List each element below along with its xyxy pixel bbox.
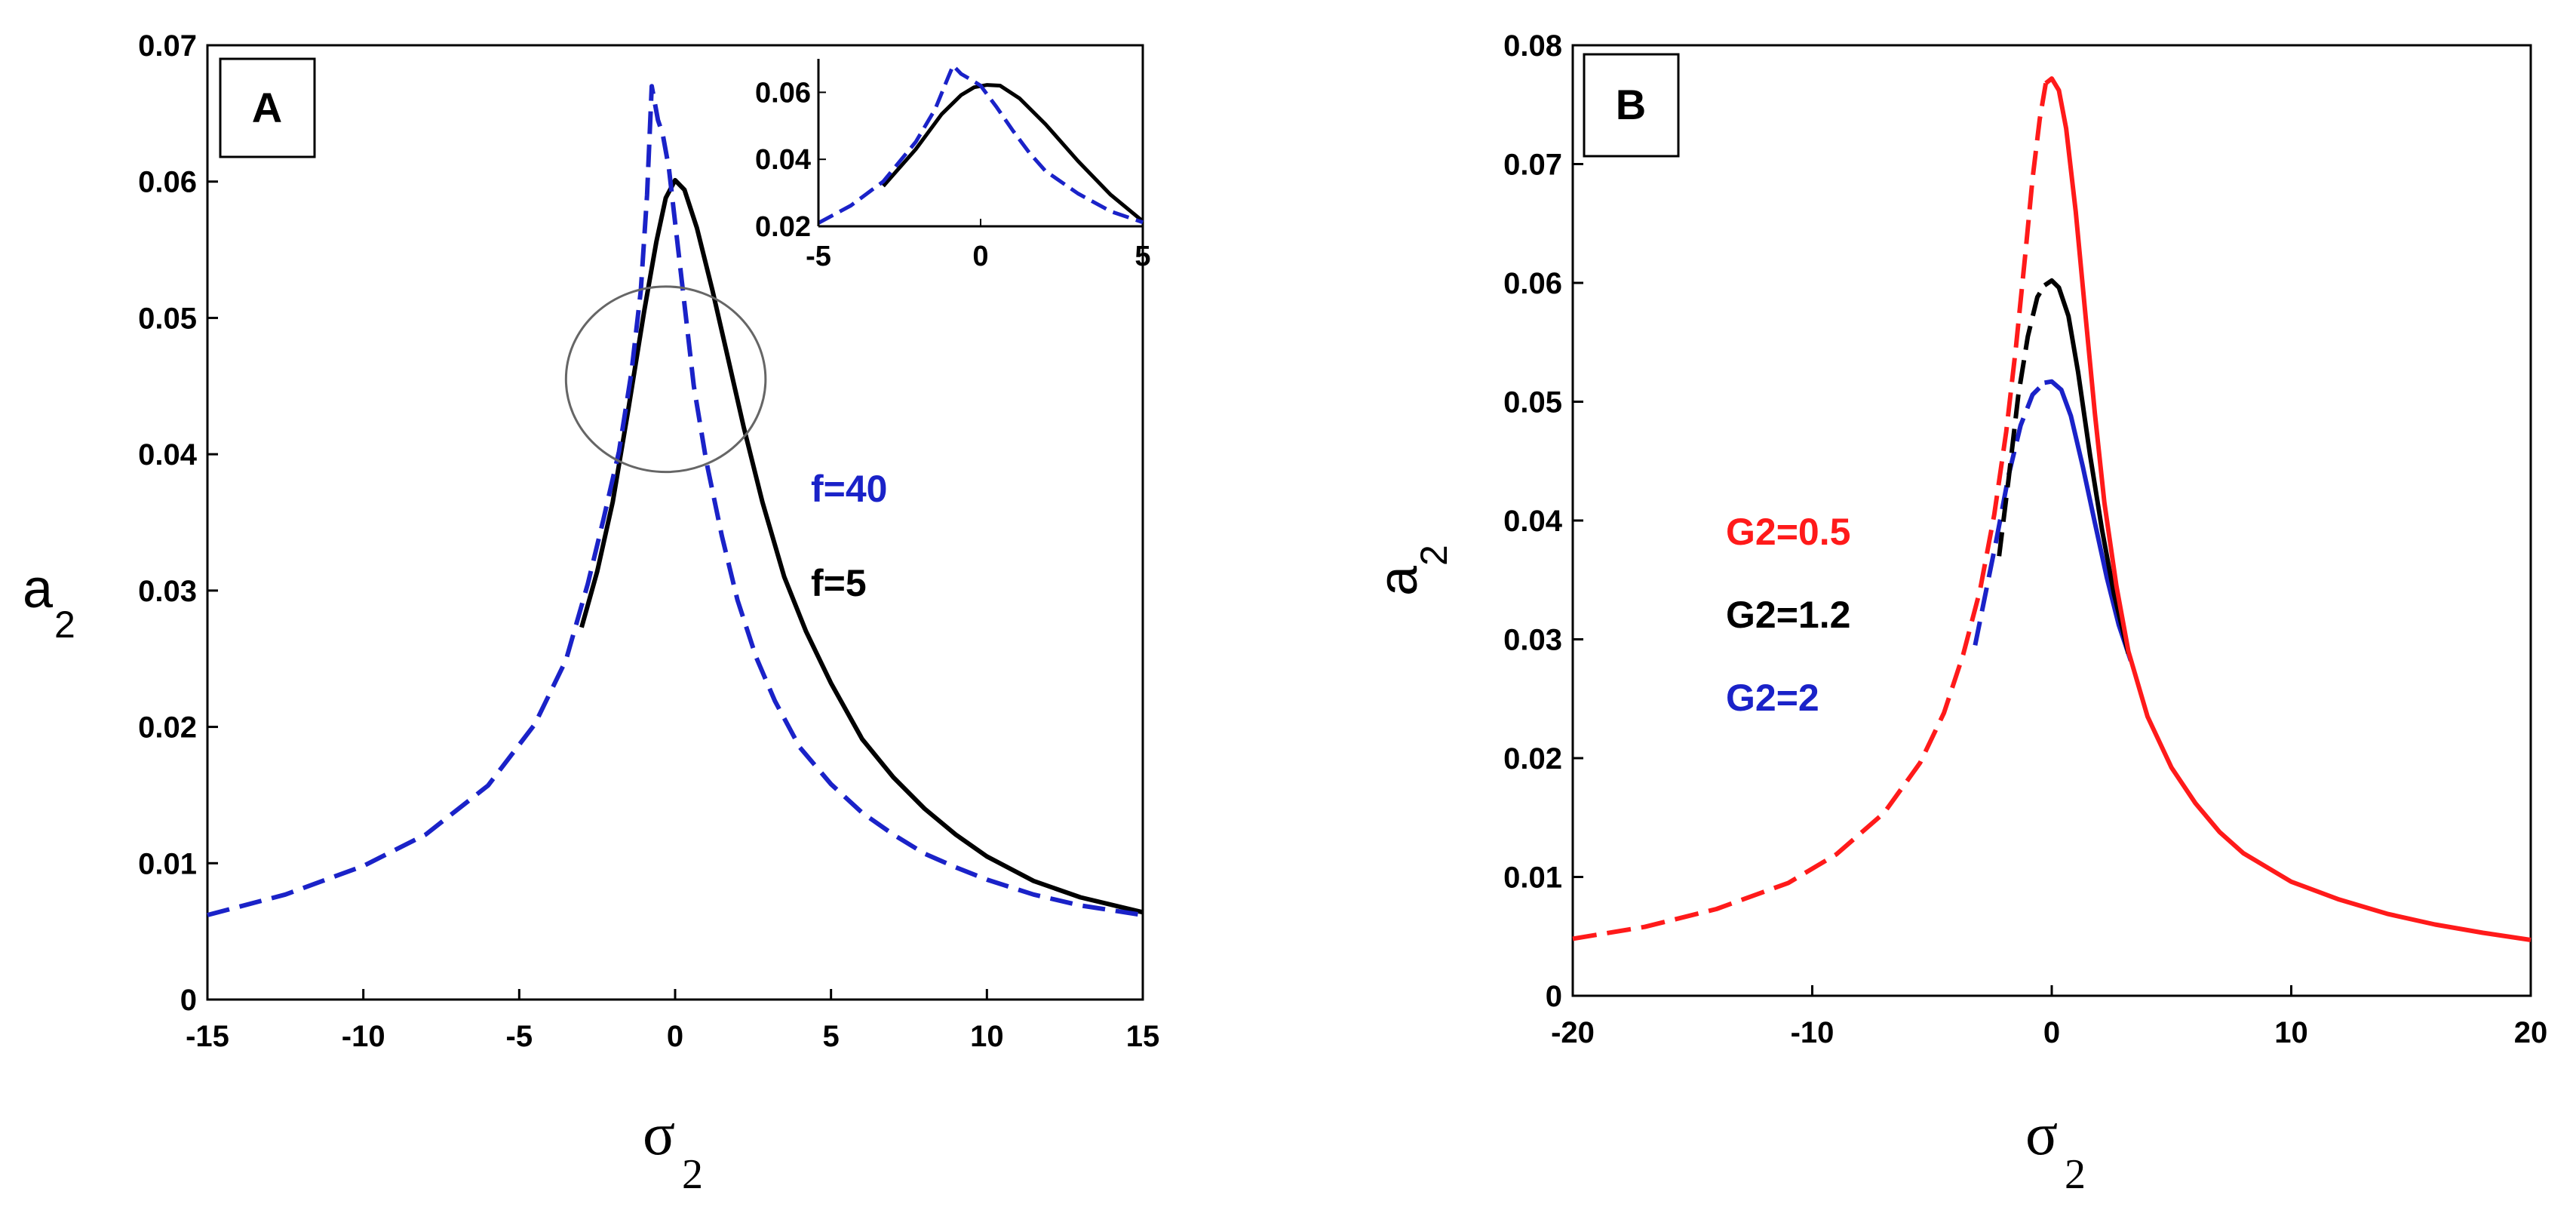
legend-g2-05: G2=0.5 [1726, 511, 1850, 553]
panel-b-xtick-label: 20 [2514, 1016, 2548, 1049]
panel-a-xtick-label: -10 [342, 1020, 385, 1053]
panel-b-xtick-label: 10 [2274, 1016, 2308, 1049]
panel-b-y-label-sub: 2 [1413, 545, 1455, 566]
legend-g2-12: G2=1.2 [1726, 594, 1850, 636]
panel-a-y-ticks: 0 0.01 0.02 0.03 0.04 0.05 0.06 0.07 [138, 29, 218, 1017]
panel-a-ytick-label: 0.07 [138, 29, 197, 63]
panel-a-ytick-label: 0.06 [138, 166, 197, 199]
inset-xtick-label: 0 [972, 241, 988, 272]
panel-b-chart: 0 0.01 0.02 0.03 0.04 0.05 0.06 0.07 0.08 -20 -10… [1368, 29, 2547, 1198]
panel-a-ytick-label: 0.04 [138, 438, 198, 471]
panel-a-x-label: σ 2 [643, 1101, 703, 1198]
panel-b-xtick-label: 0 [2043, 1016, 2060, 1049]
panel-a-xtick-label: 15 [1126, 1020, 1160, 1053]
panel-a-ytick-label: 0.02 [138, 711, 197, 745]
inset-series-f-40 [817, 63, 1144, 225]
inset-y-ticks: 0.02 0.04 0.06 [755, 77, 826, 243]
inset-series-f-5 [882, 83, 1144, 223]
panel-a-inset: 0.02 0.04 0.06 -5 0 5 [755, 59, 1151, 272]
panel-b-series-g2-0-5 [1572, 82, 2049, 941]
panel-a-highlight-circle [564, 285, 767, 474]
inset-x-ticks: -5 0 5 [806, 219, 1151, 272]
panel-a-series [207, 84, 1144, 917]
legend-f40: f=40 [811, 468, 887, 510]
panel-a-xtick-label: -15 [186, 1020, 229, 1053]
panel-a-y-label-sub: 2 [54, 604, 75, 646]
panel-a-label: A [252, 84, 282, 131]
panel-b-ytick-label: 0.04 [1503, 505, 1563, 538]
panel-b-series-g2-2 [1973, 381, 2046, 646]
panel-a-axes-frame [206, 44, 1144, 1001]
legend-g2-2: G2=2 [1726, 677, 1819, 719]
inset-ytick-label: 0.06 [755, 77, 811, 109]
panel-b-ytick-label: 0.08 [1503, 29, 1562, 63]
panel-b-ytick-label: 0.05 [1503, 386, 1562, 419]
panel-b-y-label: a 2 [1368, 545, 1455, 596]
panel-b-label-box [1583, 53, 1680, 158]
panel-a-series-f-5 [579, 177, 1144, 915]
panel-b-xtick-label: -20 [1551, 1016, 1595, 1049]
panel-a-ytick-label: 0.01 [138, 847, 197, 880]
panel-b-series-g2-1-2-stable [2043, 278, 2131, 655]
panel-a-xtick-label: -5 [506, 1020, 533, 1053]
inset-xtick-label: -5 [806, 241, 831, 272]
panel-a-ytick-label: 0 [180, 984, 197, 1017]
panel-b-x-ticks: -20 -10 0 10 20 [1551, 985, 2547, 1049]
panel-b-xtick-label: -10 [1791, 1016, 1835, 1049]
panel-a-ytick-label: 0.03 [138, 575, 197, 608]
panel-b-series-g2-2-stable [2044, 379, 2133, 662]
panel-a-xtick-label: 0 [667, 1020, 683, 1053]
panel-a-y-label: a 2 [23, 559, 75, 646]
panel-b-ytick-label: 0.06 [1503, 267, 1562, 300]
panel-a-x-ticks: -15 -10 -5 0 5 10 15 [186, 989, 1159, 1053]
panel-a-y-label-main: a [23, 559, 54, 619]
panel-a-series-f-40 [207, 84, 1144, 917]
panel-b-y-ticks: 0 0.01 0.02 0.03 0.04 0.05 0.06 0.07 0.08 [1503, 29, 1583, 1013]
panel-b-y-label-main: a [1368, 565, 1429, 596]
panel-a-x-label-main: σ [643, 1101, 675, 1168]
inset-series [817, 63, 1144, 225]
panel-b-ytick-label: 0 [1546, 980, 1562, 1013]
inset-ytick-label: 0.04 [755, 144, 811, 176]
panel-b-series [1572, 76, 2531, 942]
panel-a-ytick-label: 0.05 [138, 302, 197, 335]
inset-xtick-label: 5 [1134, 241, 1150, 272]
panel-b-x-label-sub: 2 [2065, 1151, 2086, 1198]
panel-b-series-g2-0-5-stable [2044, 76, 2531, 942]
legend-f5: f=5 [811, 562, 867, 604]
inset-ytick-label: 0.02 [755, 211, 811, 243]
panel-b-series-g2-1-2 [1997, 284, 2047, 557]
panel-a-xtick-label: 5 [823, 1020, 840, 1053]
panel-a-x-label-sub: 2 [682, 1151, 703, 1198]
panel-b-axes-frame [1571, 44, 2532, 997]
panel-b-x-label: σ 2 [2025, 1101, 2086, 1198]
panel-b-ytick-label: 0.01 [1503, 861, 1562, 895]
panel-b-label: B [1616, 81, 1646, 128]
panel-b-ytick-label: 0.07 [1503, 149, 1562, 182]
panel-b-ytick-label: 0.03 [1503, 624, 1562, 657]
panel-b-x-label-main: σ [2025, 1101, 2058, 1168]
panel-a-xtick-label: 10 [970, 1020, 1004, 1053]
panel-a-label-box [219, 57, 316, 158]
panel-b-ytick-label: 0.02 [1503, 742, 1562, 775]
panel-a-chart: 0 0.01 0.02 0.03 0.04 0.05 0.06 0.07 -15 -10 -5 0 5… [23, 29, 1159, 1198]
